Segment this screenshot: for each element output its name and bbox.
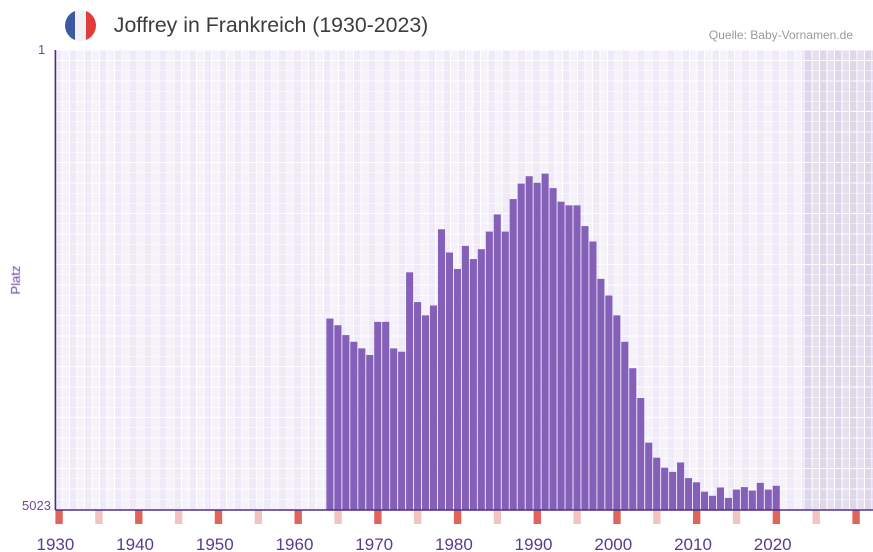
svg-text:1950: 1950	[196, 535, 234, 552]
svg-text:1940: 1940	[116, 535, 154, 552]
svg-text:1990: 1990	[515, 535, 553, 552]
svg-text:1930: 1930	[36, 535, 74, 552]
svg-text:1960: 1960	[276, 535, 314, 552]
svg-text:2000: 2000	[594, 535, 632, 552]
svg-text:2020: 2020	[754, 535, 792, 552]
svg-text:2010: 2010	[674, 535, 712, 552]
svg-text:1970: 1970	[355, 535, 393, 552]
svg-text:1980: 1980	[435, 535, 473, 552]
